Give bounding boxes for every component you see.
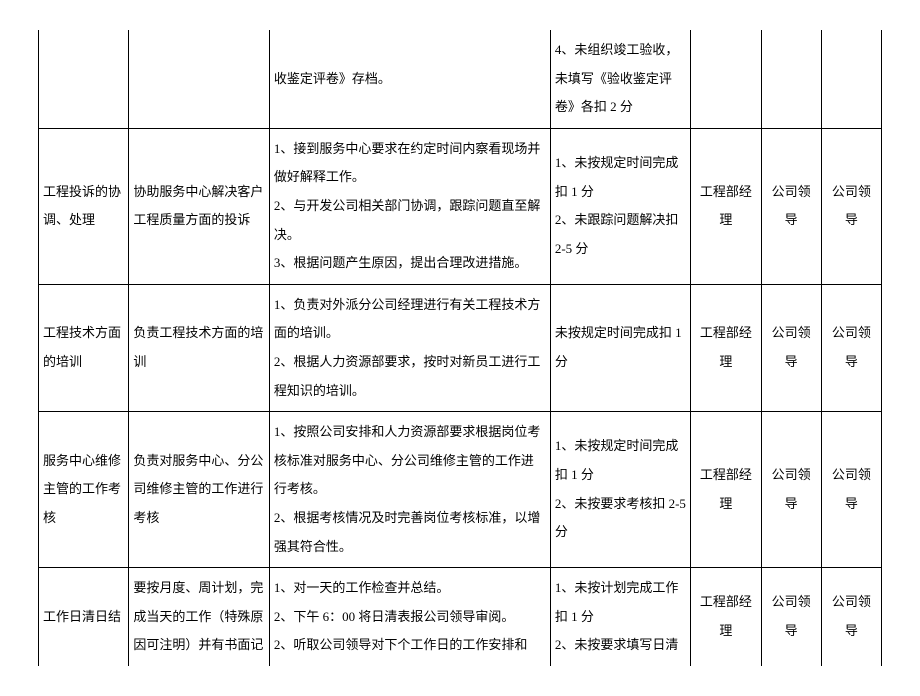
table-row: 工作日清日结 要按月度、周计划，完成当天的工作（特殊原因可注明）并有书面记 1、…: [39, 568, 882, 666]
cell: [761, 30, 821, 128]
main-table: 收鉴定评卷》存档。 4、未组织竣工验收，未填写《验收鉴定评卷》各扣 2 分 工程…: [38, 30, 882, 666]
cell: 公司领导: [761, 412, 821, 568]
cell: 工作日清日结: [39, 568, 129, 666]
cell: 工程部经理: [691, 128, 761, 284]
cell: 公司领导: [761, 568, 821, 666]
cell: [39, 30, 129, 128]
cell: 协助服务中心解决客户工程质量方面的投诉: [129, 128, 270, 284]
cell: 1、未按规定时间完成扣 1 分2、未跟踪问题解决扣 2-5 分: [550, 128, 691, 284]
cell: [129, 30, 270, 128]
cell: 负责对服务中心、分公司维修主管的工作进行考核: [129, 412, 270, 568]
table-row: 工程投诉的协调、处理 协助服务中心解决客户工程质量方面的投诉 1、接到服务中心要…: [39, 128, 882, 284]
cell: 公司领导: [761, 284, 821, 411]
cell: 1、对一天的工作检查并总结。2、下午 6：00 将日清表报公司领导审阅。2、听取…: [269, 568, 550, 666]
table-row: 工程技术方面的培训 负责工程技术方面的培训 1、负责对外派分公司经理进行有关工程…: [39, 284, 882, 411]
cell: 未按规定时间完成扣 1 分: [550, 284, 691, 411]
cell: 负责工程技术方面的培训: [129, 284, 270, 411]
cell: [821, 30, 881, 128]
cell: 工程部经理: [691, 284, 761, 411]
cell: 公司领导: [821, 568, 881, 666]
table-row: 收鉴定评卷》存档。 4、未组织竣工验收，未填写《验收鉴定评卷》各扣 2 分: [39, 30, 882, 128]
cell: 公司领导: [821, 412, 881, 568]
cell: 1、接到服务中心要求在约定时间内察看现场并做好解释工作。2、与开发公司相关部门协…: [269, 128, 550, 284]
cell: 工程部经理: [691, 568, 761, 666]
cell: 1、未按计划完成工作扣 1 分2、未按要求填写日清: [550, 568, 691, 666]
cell: 工程部经理: [691, 412, 761, 568]
cell: 公司领导: [821, 128, 881, 284]
cell: 服务中心维修主管的工作考核: [39, 412, 129, 568]
cell: 收鉴定评卷》存档。: [269, 30, 550, 128]
cell: 工程技术方面的培训: [39, 284, 129, 411]
cell: 4、未组织竣工验收，未填写《验收鉴定评卷》各扣 2 分: [550, 30, 691, 128]
cell: 工程投诉的协调、处理: [39, 128, 129, 284]
cell: 1、未按规定时间完成扣 1 分2、未按要求考核扣 2-5 分: [550, 412, 691, 568]
cell: [691, 30, 761, 128]
cell: 公司领导: [761, 128, 821, 284]
cell: 公司领导: [821, 284, 881, 411]
cell: 1、负责对外派分公司经理进行有关工程技术方面的培训。2、根据人力资源部要求，按时…: [269, 284, 550, 411]
cell: 要按月度、周计划，完成当天的工作（特殊原因可注明）并有书面记: [129, 568, 270, 666]
cell: 1、按照公司安排和人力资源部要求根据岗位考核标准对服务中心、分公司维修主管的工作…: [269, 412, 550, 568]
table-row: 服务中心维修主管的工作考核 负责对服务中心、分公司维修主管的工作进行考核 1、按…: [39, 412, 882, 568]
